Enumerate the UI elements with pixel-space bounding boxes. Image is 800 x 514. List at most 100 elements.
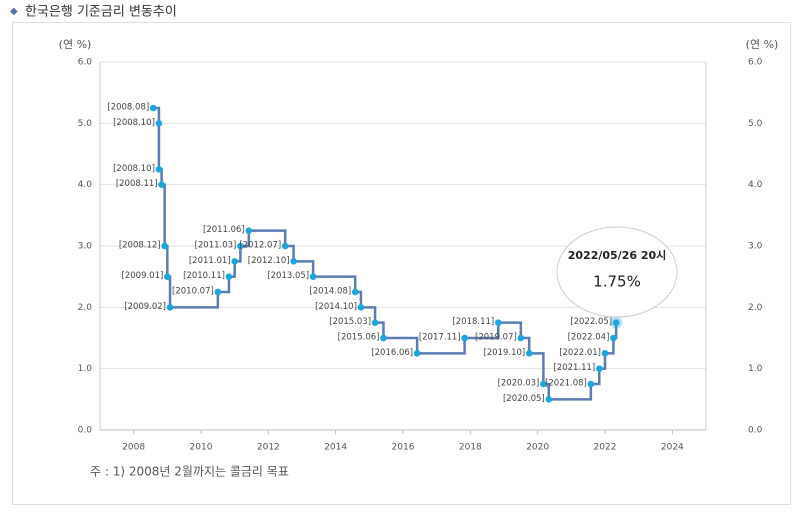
point-label: [2010.11]: [183, 271, 225, 281]
point-label: [2009.02]: [124, 302, 166, 312]
y-tick-label: 5.0: [78, 119, 93, 129]
x-tick-label: 2022: [594, 443, 617, 453]
tooltip-value: 1.75%: [593, 273, 641, 291]
x-tick-label: 2018: [459, 443, 482, 453]
step-segment: [498, 321, 523, 338]
y2-tick-label: 0.0: [748, 426, 763, 436]
point-label: [2012.10]: [248, 256, 290, 266]
point-label: [2015.03]: [329, 317, 371, 327]
point-label: [2008.10]: [113, 118, 155, 128]
data-point: [237, 242, 244, 250]
data-point: [155, 120, 163, 127]
y2-tick-label: 1.0: [748, 364, 763, 374]
point-label: [2008.11]: [116, 179, 158, 189]
y2-axis-unit: (연 %): [746, 38, 779, 51]
data-point: [214, 288, 222, 296]
data-point: [164, 273, 171, 280]
step-segment: [293, 260, 315, 277]
point-label: [2021.11]: [553, 363, 595, 373]
y-tick-label: 6.0: [78, 58, 93, 68]
x-tick-label: 2024: [661, 443, 684, 453]
x-tick-label: 2020: [526, 443, 549, 453]
point-label: [2011.06]: [203, 225, 245, 235]
y2-tick-label: 6.0: [748, 58, 763, 68]
point-label: [2013.05]: [267, 271, 309, 281]
data-point: [517, 334, 525, 342]
y2-tick-label: 3.0: [748, 242, 763, 252]
point-label: [2008.10]: [113, 164, 155, 174]
data-point: [595, 365, 603, 372]
page-title: 한국은행 기준금리 변동추이: [25, 4, 177, 20]
data-point: [309, 273, 317, 280]
step-segment: [248, 229, 287, 246]
y-tick-label: 1.0: [78, 364, 93, 374]
point-label: [2011.03]: [195, 241, 237, 251]
data-point: [290, 258, 297, 265]
data-point: [161, 242, 168, 250]
data-point: [225, 273, 233, 280]
y2-tick-label: 5.0: [748, 119, 763, 129]
data-point: [413, 350, 421, 357]
footnote: 주 : 1) 2008년 2월까지는 콜금리 목표: [90, 465, 289, 479]
tooltip-title: 2022/05/26 20시: [568, 249, 667, 262]
tooltip-bubble: [556, 226, 678, 318]
x-tick-label: 2012: [257, 443, 280, 453]
point-label: [2020.05]: [503, 394, 545, 404]
y-tick-label: 2.0: [78, 303, 93, 313]
step-segment: [417, 338, 466, 355]
x-tick-label: 2010: [190, 443, 213, 453]
step-segment: [360, 306, 377, 323]
point-label: [2009.01]: [122, 271, 164, 281]
step-segment: [170, 292, 220, 309]
y2-tick-label: 2.0: [748, 303, 763, 313]
data-point: [587, 380, 595, 388]
data-point: [245, 227, 253, 234]
data-point: [601, 350, 609, 357]
y-axis-unit: (연 %): [59, 38, 92, 51]
point-label: [2012.07]: [239, 241, 281, 251]
point-label: [2018.11]: [452, 317, 494, 327]
data-point: [525, 350, 533, 357]
point-label: [2020.03]: [498, 379, 540, 389]
data-point: [158, 181, 165, 188]
step-segment: [313, 275, 357, 292]
point-label: [2022.05]: [570, 317, 612, 327]
point-label: [2014.10]: [315, 302, 357, 312]
point-label: [2019.10]: [483, 348, 525, 358]
data-point: [351, 288, 359, 296]
point-label: [2008.12]: [119, 241, 161, 251]
y-tick-label: 4.0: [78, 180, 93, 190]
data-point: [281, 242, 289, 250]
point-label: [2021.08]: [545, 379, 587, 389]
data-point: [612, 319, 620, 326]
y2-tick-label: 4.0: [748, 180, 763, 190]
point-label: [2022.04]: [568, 333, 610, 343]
point-label: [2010.07]: [172, 287, 214, 297]
point-label: [2019.07]: [475, 333, 517, 343]
step-segment: [548, 384, 593, 401]
data-point: [545, 396, 553, 403]
point-label: [2015.06]: [338, 333, 380, 343]
point-label: [2008.08]: [107, 103, 149, 113]
step-segment: [217, 276, 231, 294]
step-segment: [464, 322, 500, 340]
data-point: [380, 334, 387, 342]
x-tick-label: 2016: [392, 443, 415, 453]
data-point: [166, 304, 174, 311]
step-segment: [383, 336, 419, 354]
point-label: [2014.08]: [309, 287, 351, 297]
title-bullet: ◆: [10, 6, 18, 17]
x-tick-label: 2008: [122, 443, 145, 453]
point-label: [2022.01]: [559, 348, 601, 358]
data-point: [231, 258, 238, 265]
data-point: [357, 304, 365, 311]
data-point: [371, 319, 379, 326]
step-segment: [529, 352, 545, 384]
data-point: [461, 334, 468, 342]
data-point: [494, 319, 502, 326]
chart-frame: [12, 22, 791, 505]
point-label: [2016.06]: [371, 348, 413, 358]
y-tick-label: 0.0: [78, 426, 93, 436]
